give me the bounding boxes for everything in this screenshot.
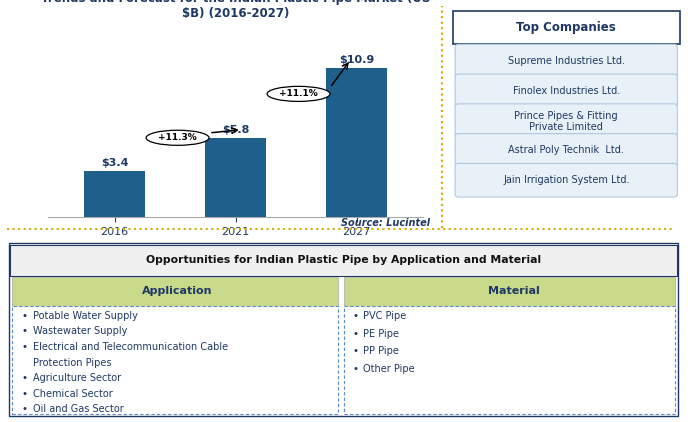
Bar [326, 68, 387, 217]
FancyBboxPatch shape [455, 44, 677, 78]
Text: PVC Pipe: PVC Pipe [363, 311, 406, 321]
FancyBboxPatch shape [455, 134, 677, 167]
Text: Chemical Sector: Chemical Sector [32, 389, 112, 399]
FancyBboxPatch shape [453, 11, 680, 44]
Text: Application: Application [142, 287, 213, 296]
Text: Wastewater Supply: Wastewater Supply [32, 327, 127, 336]
Text: Opportunities for Indian Plastic Pipe by Application and Material: Opportunities for Indian Plastic Pipe by… [147, 255, 541, 265]
Text: Finolex Industries Ltd.: Finolex Industries Ltd. [513, 86, 620, 96]
Text: •: • [352, 364, 358, 374]
Text: $10.9: $10.9 [339, 55, 374, 65]
FancyBboxPatch shape [10, 245, 677, 276]
Text: •: • [22, 342, 28, 352]
Text: Astral Poly Technik  Ltd.: Astral Poly Technik Ltd. [508, 146, 624, 155]
Text: •: • [22, 311, 28, 321]
Text: •: • [352, 346, 358, 356]
Text: Oil and Gas Sector: Oil and Gas Sector [32, 404, 123, 414]
Text: •: • [352, 311, 358, 321]
Text: Prince Pipes & Fitting: Prince Pipes & Fitting [515, 111, 618, 122]
Text: •: • [22, 389, 28, 399]
Text: Private Limited: Private Limited [529, 122, 603, 132]
Title: Trends and Forecast for the Indian Plastic Pipe Market (US
$B) (2016-2027): Trends and Forecast for the Indian Plast… [41, 0, 430, 20]
Text: +11.1%: +11.1% [279, 89, 318, 98]
FancyBboxPatch shape [12, 306, 338, 414]
Text: Material: Material [488, 287, 540, 296]
Text: Jain Irrigation System Ltd.: Jain Irrigation System Ltd. [503, 175, 630, 185]
Text: Protection Pipes: Protection Pipes [32, 358, 111, 368]
Text: Potable Water Supply: Potable Water Supply [32, 311, 138, 321]
FancyBboxPatch shape [344, 277, 675, 306]
Ellipse shape [267, 87, 330, 101]
Text: PP Pipe: PP Pipe [363, 346, 399, 356]
Text: $5.8: $5.8 [222, 125, 249, 135]
Text: •: • [352, 329, 358, 338]
Text: $3.4: $3.4 [101, 158, 129, 168]
Bar [206, 138, 266, 217]
Text: +11.3%: +11.3% [158, 133, 197, 142]
FancyBboxPatch shape [9, 243, 678, 417]
Bar [85, 170, 145, 217]
Text: PE Pipe: PE Pipe [363, 329, 399, 338]
FancyBboxPatch shape [455, 74, 677, 108]
Text: •: • [22, 327, 28, 336]
Text: •: • [22, 373, 28, 383]
Text: Supreme Industries Ltd.: Supreme Industries Ltd. [508, 56, 625, 66]
Text: Other Pipe: Other Pipe [363, 364, 414, 374]
Text: Source: Lucintel: Source: Lucintel [341, 218, 430, 228]
Ellipse shape [146, 130, 209, 145]
Text: •: • [22, 404, 28, 414]
Text: Top Companies: Top Companies [517, 21, 616, 34]
Text: Agriculture Sector: Agriculture Sector [32, 373, 120, 383]
FancyBboxPatch shape [455, 163, 677, 197]
FancyBboxPatch shape [455, 104, 677, 138]
FancyBboxPatch shape [344, 306, 675, 414]
Text: Electrical and Telecommunication Cable: Electrical and Telecommunication Cable [32, 342, 228, 352]
FancyBboxPatch shape [12, 277, 338, 306]
